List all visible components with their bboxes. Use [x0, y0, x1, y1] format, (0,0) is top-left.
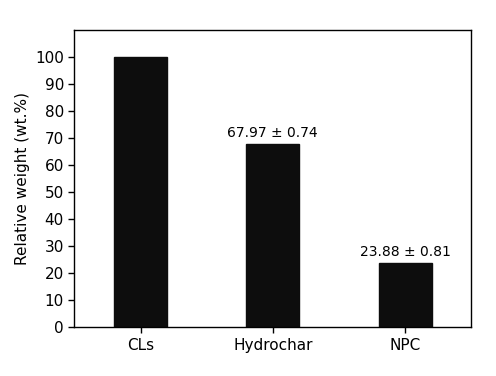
Y-axis label: Relative weight (wt.%): Relative weight (wt.%) [14, 92, 30, 265]
Bar [378, 262, 432, 327]
Bar [247, 144, 299, 327]
Text: 23.88 ± 0.81: 23.88 ± 0.81 [360, 244, 450, 259]
Text: 67.97 ± 0.74: 67.97 ± 0.74 [228, 126, 318, 139]
Bar [114, 57, 167, 327]
